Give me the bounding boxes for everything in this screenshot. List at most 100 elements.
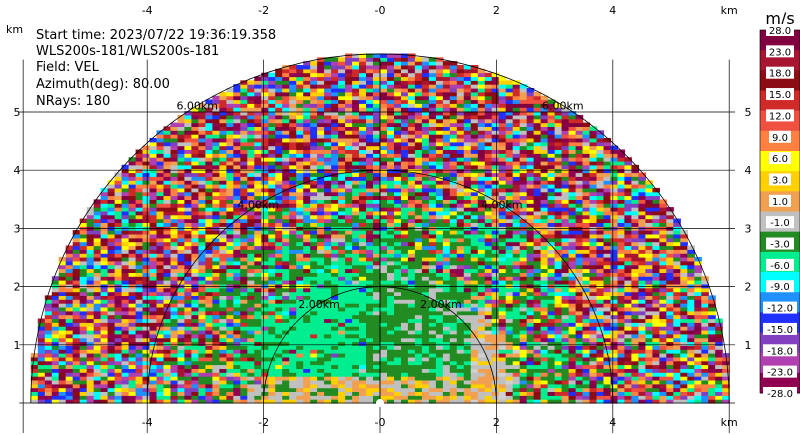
velocity-cell bbox=[394, 272, 402, 277]
velocity-cell bbox=[387, 145, 395, 150]
velocity-cell bbox=[121, 184, 130, 189]
velocity-cell bbox=[191, 307, 199, 312]
velocity-cell bbox=[477, 234, 486, 239]
velocity-cell bbox=[205, 103, 213, 108]
velocity-cell bbox=[296, 253, 304, 258]
velocity-cell bbox=[233, 195, 241, 200]
velocity-cell bbox=[135, 230, 144, 235]
velocity-cell bbox=[331, 203, 339, 208]
velocity-cell bbox=[128, 203, 137, 208]
velocity-cell bbox=[414, 237, 423, 243]
velocity-cell bbox=[484, 260, 493, 266]
velocity-cell bbox=[240, 241, 248, 247]
velocity-cell bbox=[135, 161, 144, 166]
velocity-cell bbox=[456, 168, 465, 174]
velocity-cell bbox=[212, 130, 220, 135]
velocity-cell bbox=[177, 303, 186, 308]
velocity-cell bbox=[331, 391, 339, 396]
velocity-cell bbox=[366, 61, 374, 66]
velocity-cell bbox=[149, 180, 158, 185]
velocity-cell bbox=[205, 172, 213, 177]
velocity-cell bbox=[387, 356, 395, 362]
velocity-cell bbox=[359, 214, 367, 220]
velocity-cell bbox=[359, 395, 367, 400]
velocity-cell bbox=[86, 222, 95, 227]
velocity-cell bbox=[338, 318, 346, 323]
velocity-cell bbox=[401, 222, 409, 227]
velocity-cell bbox=[156, 149, 165, 154]
velocity-cell bbox=[470, 257, 479, 262]
velocity-cell bbox=[296, 138, 304, 143]
velocity-cell bbox=[414, 283, 423, 289]
velocity-cell bbox=[79, 283, 88, 289]
velocity-cell bbox=[226, 199, 234, 204]
velocity-cell bbox=[44, 399, 53, 404]
velocity-cell bbox=[184, 249, 192, 254]
velocity-cell bbox=[442, 153, 451, 158]
velocity-cell bbox=[296, 260, 304, 266]
velocity-cell bbox=[359, 353, 367, 358]
velocity-cell bbox=[156, 353, 165, 358]
velocity-cell bbox=[394, 330, 402, 335]
velocity-cell bbox=[219, 345, 227, 350]
velocity-cell bbox=[463, 72, 472, 78]
velocity-cell bbox=[163, 272, 172, 277]
velocity-cell bbox=[240, 291, 248, 296]
velocity-cell bbox=[359, 268, 367, 273]
velocity-cell bbox=[37, 372, 46, 377]
velocity-cell bbox=[435, 345, 444, 350]
velocity-cell bbox=[191, 130, 199, 135]
velocity-cell bbox=[247, 134, 255, 139]
velocity-cell bbox=[100, 349, 109, 354]
velocity-cell bbox=[247, 103, 255, 108]
velocity-cell bbox=[156, 303, 165, 308]
velocity-cell bbox=[198, 257, 206, 262]
velocity-cell bbox=[212, 191, 220, 197]
velocity-cell bbox=[414, 65, 423, 70]
velocity-cell bbox=[310, 341, 318, 346]
velocity-cell bbox=[51, 314, 60, 320]
velocity-cell bbox=[233, 141, 241, 147]
velocity-cell bbox=[296, 241, 304, 247]
velocity-cell bbox=[44, 341, 53, 346]
velocity-cell bbox=[394, 322, 402, 327]
velocity-cell bbox=[128, 368, 137, 373]
velocity-cell bbox=[401, 61, 409, 66]
velocity-cell bbox=[212, 157, 220, 162]
velocity-cell bbox=[331, 295, 339, 300]
velocity-cell bbox=[261, 341, 269, 346]
velocity-cell bbox=[394, 383, 402, 389]
velocity-cell bbox=[58, 291, 67, 296]
velocity-cell bbox=[414, 164, 423, 170]
velocity-cell bbox=[421, 184, 430, 189]
velocity-cell bbox=[373, 241, 381, 247]
velocity-cell bbox=[401, 164, 409, 170]
velocity-cell bbox=[331, 314, 339, 320]
velocity-cell bbox=[373, 187, 381, 193]
velocity-cell bbox=[135, 303, 144, 308]
velocity-cell bbox=[317, 333, 325, 339]
velocity-cell bbox=[484, 122, 493, 127]
velocity-cell bbox=[247, 91, 255, 97]
velocity-cell bbox=[198, 260, 206, 266]
velocity-cell bbox=[156, 184, 165, 189]
velocity-cell bbox=[100, 307, 109, 312]
velocity-cell bbox=[359, 95, 367, 101]
velocity-cell bbox=[394, 111, 402, 116]
velocity-cell bbox=[135, 214, 144, 220]
velocity-cell bbox=[449, 283, 458, 289]
velocity-cell bbox=[435, 264, 444, 270]
velocity-cell bbox=[394, 199, 402, 204]
velocity-cell bbox=[477, 260, 486, 266]
velocity-cell bbox=[226, 95, 234, 101]
velocity-cell bbox=[449, 118, 458, 124]
velocity-cell bbox=[296, 372, 304, 377]
velocity-cell bbox=[401, 364, 409, 369]
velocity-cell bbox=[247, 84, 255, 89]
velocity-cell bbox=[449, 380, 458, 385]
velocity-cell bbox=[275, 203, 283, 208]
velocity-cell bbox=[268, 88, 276, 93]
velocity-cell bbox=[289, 376, 297, 381]
velocity-cell bbox=[449, 114, 458, 120]
velocity-cell bbox=[366, 149, 374, 154]
